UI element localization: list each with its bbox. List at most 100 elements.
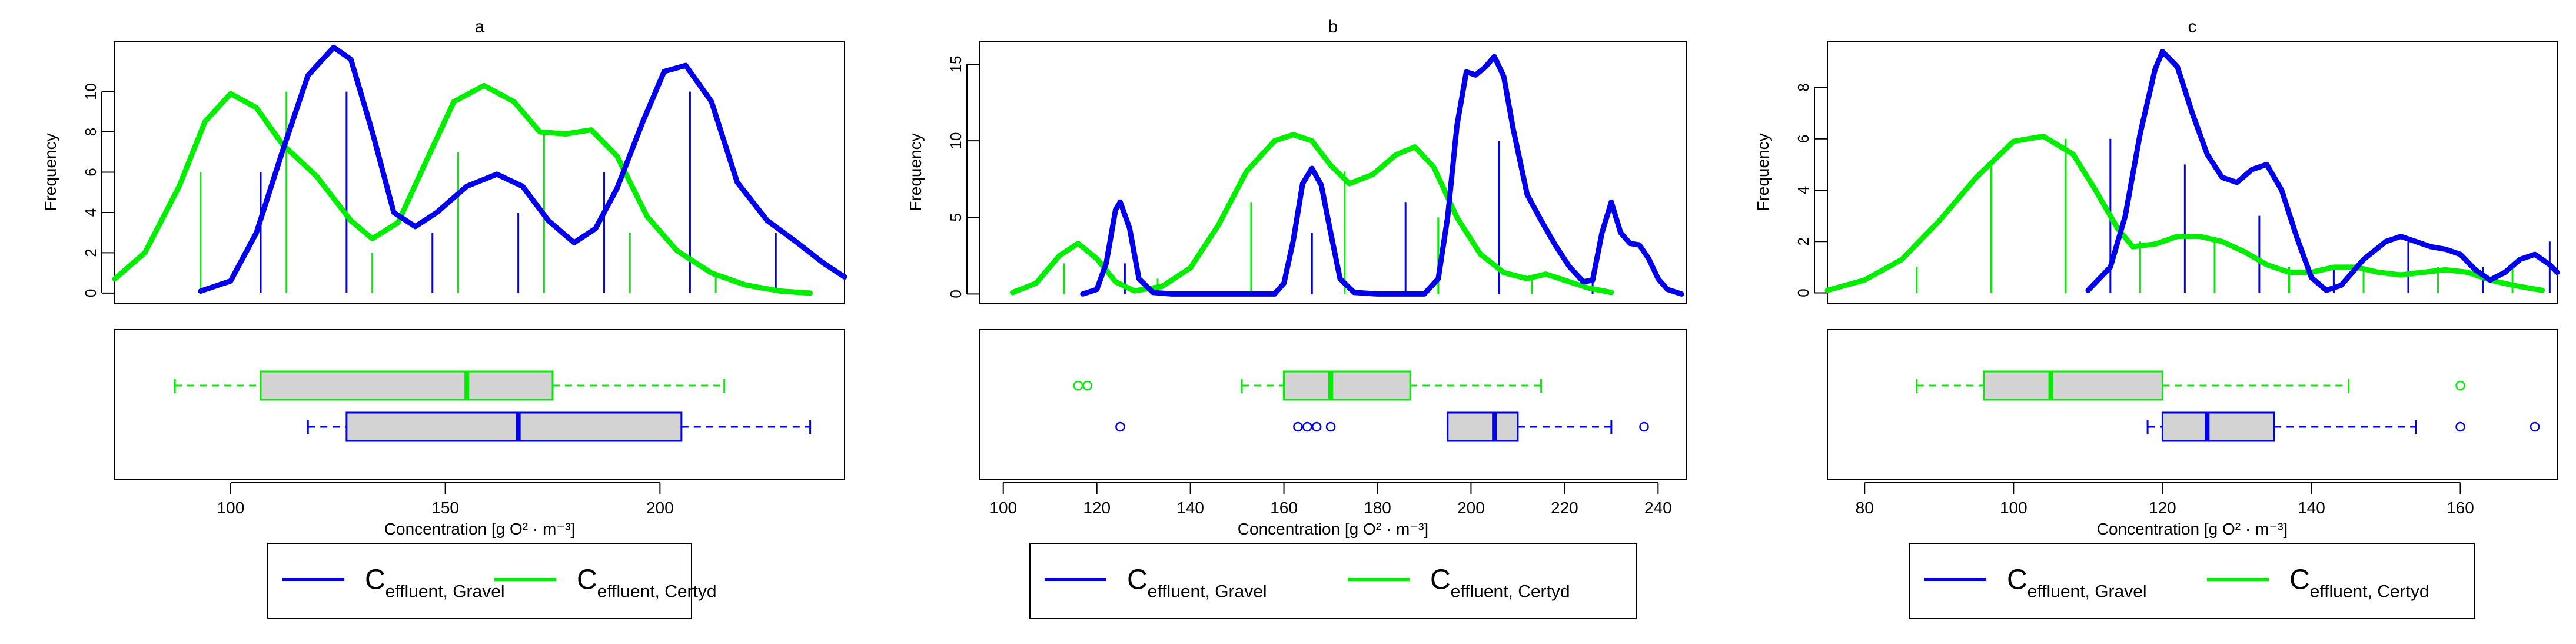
legend: Ceffluent, Gravel Ceffluent, Certyd: [267, 543, 717, 619]
x-tick-label: 150: [431, 499, 459, 517]
legend-label: Ceffluent, Certyd: [1430, 565, 1570, 602]
density-curve-gravel: [1080, 54, 1684, 297]
panel-c: c 0 2 4 6 8 Frequency 80 100 120 140 160 Concentrati…: [1754, 17, 2560, 619]
x-tick-label: 200: [1457, 499, 1485, 517]
x-axis: 80 100 120 140 160 Concentration [g O² · m⁻³]: [1856, 482, 2474, 538]
y-tick-label: 0: [947, 290, 965, 298]
y-axis: 0 2 4 6 8 10 Frequency: [41, 83, 115, 297]
y-tick-label: 2: [1794, 237, 1812, 245]
x-tick-label: 220: [1551, 499, 1578, 517]
legend-label: Ceffluent, Certyd: [577, 565, 717, 602]
x-tick-label: 100: [989, 499, 1017, 517]
iqr-box: [260, 370, 554, 401]
x-tick-label: 160: [1270, 499, 1298, 517]
spikes-certyd: [1916, 138, 2514, 293]
x-tick-label: 160: [2447, 499, 2474, 517]
y-tick-label: 4: [1794, 186, 1812, 194]
legend: Ceffluent, Gravel Ceffluent, Certyd: [1909, 543, 2475, 619]
x-axis-label: Concentration [g O² · m⁻³]: [2097, 520, 2288, 538]
x-tick-label: 120: [1083, 499, 1111, 517]
outlier-point: [1311, 421, 1322, 432]
legend-item-gravel: Ceffluent, Gravel: [282, 565, 505, 602]
boxplot-gravel: [1115, 411, 1649, 442]
y-tick-label: 4: [82, 208, 99, 217]
x-tick-label: 140: [2298, 499, 2325, 517]
outlier-point: [2530, 421, 2540, 432]
panel-b: b 0 5 10 15 Frequency 100 120 140 160 180 200 220 240…: [906, 17, 1687, 619]
density-curve-certyd: [112, 82, 813, 296]
x-tick-label: 200: [646, 499, 674, 517]
outlier-point: [1082, 380, 1093, 391]
histogram-frame: [1827, 41, 2558, 304]
iqr-box: [345, 411, 683, 442]
boxplot-gravel: [2146, 411, 2540, 442]
histogram-frame: [979, 41, 1687, 304]
boxplot-certyd: [1916, 370, 2465, 401]
density-curve-certyd: [1824, 133, 2545, 293]
spikes-certyd: [1063, 171, 1533, 294]
y-tick-label: 0: [82, 289, 99, 297]
x-axis-label: Concentration [g O² · m⁻³]: [1238, 520, 1428, 538]
x-tick-label: 120: [2149, 499, 2176, 517]
panel-a: a 0 2 4 6 8 10 Frequency 100 150 200 Concentration …: [41, 17, 847, 619]
iqr-box: [2161, 411, 2275, 442]
iqr-box: [1447, 411, 1519, 442]
outlier-point: [1325, 421, 1336, 432]
x-tick-label: 240: [1644, 499, 1672, 517]
iqr-box: [1283, 370, 1411, 401]
legend-label: Ceffluent, Gravel: [2007, 565, 2147, 602]
y-axis: 0 5 10 15 Frequency: [906, 56, 980, 298]
y-tick-label: 5: [947, 213, 965, 221]
x-tick-label: 100: [217, 499, 245, 517]
x-axis: 100 120 140 160 180 200 220 240 Concentration [g…: [989, 482, 1672, 538]
legend-item-certyd: Ceffluent, Certyd: [1348, 565, 1570, 602]
legend-label: Ceffluent, Gravel: [365, 565, 505, 602]
y-tick-label: 8: [82, 128, 99, 136]
outlier-point: [1302, 421, 1312, 432]
iqr-box: [1983, 370, 2163, 401]
legend-item-certyd: Ceffluent, Certyd: [494, 565, 717, 602]
x-tick-label: 80: [1856, 499, 1874, 517]
legend-item-gravel: Ceffluent, Gravel: [1045, 565, 1267, 602]
legend-box: [267, 543, 692, 619]
density-curve-gravel: [2085, 49, 2560, 293]
boxplot-frame: [979, 329, 1687, 480]
y-tick-label: 10: [82, 83, 99, 100]
legend-label: Ceffluent, Gravel: [1127, 565, 1267, 602]
outlier-point: [1293, 421, 1303, 432]
legend: Ceffluent, Gravel Ceffluent, Certyd: [1029, 543, 1637, 619]
y-axis-label: Frequency: [41, 133, 59, 211]
y-tick-label: 6: [82, 168, 99, 176]
legend-label: Ceffluent, Certyd: [2289, 565, 2429, 602]
boxplot-certyd: [174, 370, 726, 401]
y-axis-label: Frequency: [1754, 133, 1772, 211]
outlier-point: [2455, 421, 2465, 432]
outlier-point: [1073, 380, 1083, 391]
panel-title: b: [1328, 17, 1338, 36]
y-axis: 0 2 4 6 8 Frequency: [1754, 83, 1827, 297]
outlier-point: [2455, 380, 2465, 391]
y-tick-label: 6: [1794, 135, 1812, 143]
outlier-point: [1115, 421, 1125, 432]
x-axis-label: Concentration [g O² · m⁻³]: [384, 520, 575, 538]
y-axis-label: Frequency: [906, 133, 925, 211]
outlier-point: [1639, 421, 1649, 432]
panel-title: c: [2188, 17, 2197, 36]
boxplot-frame: [1827, 329, 2558, 480]
boxplot-certyd: [1073, 370, 1543, 401]
panel-title: a: [475, 17, 485, 36]
y-tick-label: 2: [82, 248, 99, 257]
x-tick-label: 180: [1364, 499, 1391, 517]
legend-item-gravel: Ceffluent, Gravel: [1924, 565, 2147, 602]
x-tick-label: 100: [2000, 499, 2027, 517]
y-tick-label: 15: [947, 56, 965, 73]
legend-box: [1029, 543, 1637, 619]
y-tick-label: 8: [1794, 83, 1812, 91]
density-curve-gravel: [198, 44, 847, 294]
boxplot-frame: [114, 329, 845, 480]
boxplot-gravel: [307, 411, 812, 442]
y-tick-label: 10: [947, 132, 965, 150]
x-tick-label: 140: [1176, 499, 1204, 517]
x-axis: 100 150 200 Concentration [g O² · m⁻³]: [217, 482, 674, 538]
